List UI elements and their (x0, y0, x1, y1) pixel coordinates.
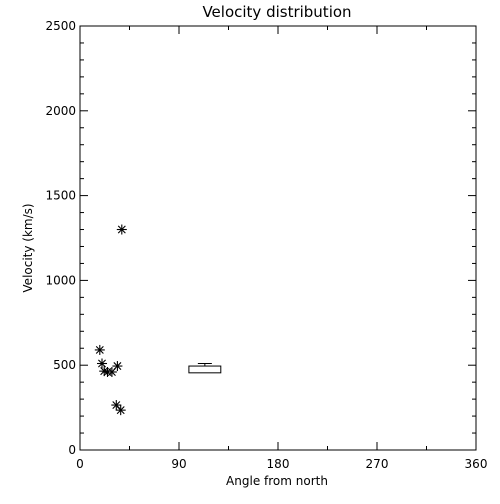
data-markers (94, 224, 127, 416)
data-point (94, 344, 105, 355)
y-tick-label: 0 (68, 443, 76, 457)
data-point (97, 358, 107, 369)
y-tick-label: 1000 (45, 273, 76, 287)
y-axis-label: Velocity (km/s) (21, 203, 35, 292)
x-tick-label: 180 (267, 457, 290, 471)
data-point (115, 405, 126, 416)
y-tick-label: 500 (53, 358, 76, 372)
data-point (111, 400, 122, 411)
y-tick-label: 2500 (45, 19, 76, 33)
x-tick-label: 360 (465, 457, 488, 471)
x-tick-label: 270 (366, 457, 389, 471)
x-tick-label: 0 (76, 457, 84, 471)
chart-title: Velocity distribution (202, 3, 351, 21)
y-axis-ticks: 0 500 1000 1500 2000 2500 (45, 19, 476, 457)
x-tick-label: 90 (171, 457, 186, 471)
y-tick-label: 1500 (45, 189, 76, 203)
x-axis-label: Angle from north (226, 474, 328, 488)
data-point (112, 361, 123, 372)
box-summary (188, 363, 222, 374)
plot-area: 0 90 180 270 360 0 500 1000 1500 2000 2500 (45, 19, 487, 471)
y-tick-label: 2000 (45, 104, 76, 118)
data-point (116, 224, 127, 235)
x-axis-ticks: 0 90 180 270 360 (76, 26, 487, 471)
